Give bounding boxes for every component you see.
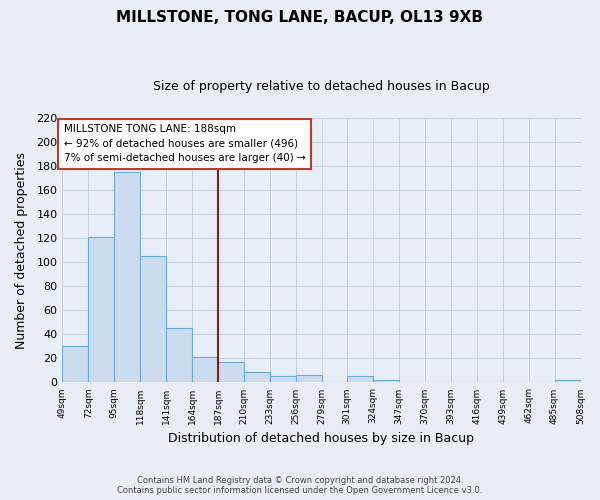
Title: Size of property relative to detached houses in Bacup: Size of property relative to detached ho… bbox=[153, 80, 490, 93]
Bar bbox=[62, 346, 88, 382]
Bar bbox=[554, 380, 581, 382]
Bar bbox=[373, 380, 399, 382]
X-axis label: Distribution of detached houses by size in Bacup: Distribution of detached houses by size … bbox=[169, 432, 475, 445]
Bar bbox=[192, 357, 218, 382]
Bar bbox=[218, 362, 244, 382]
Y-axis label: Number of detached properties: Number of detached properties bbox=[15, 152, 28, 348]
Text: MILLSTONE TONG LANE: 188sqm
← 92% of detached houses are smaller (496)
7% of sem: MILLSTONE TONG LANE: 188sqm ← 92% of det… bbox=[64, 124, 305, 164]
Bar bbox=[166, 328, 192, 382]
Text: Contains HM Land Registry data © Crown copyright and database right 2024.
Contai: Contains HM Land Registry data © Crown c… bbox=[118, 476, 482, 495]
Bar bbox=[270, 376, 296, 382]
Bar bbox=[115, 172, 140, 382]
Bar bbox=[140, 256, 166, 382]
Text: MILLSTONE, TONG LANE, BACUP, OL13 9XB: MILLSTONE, TONG LANE, BACUP, OL13 9XB bbox=[116, 10, 484, 25]
Bar bbox=[296, 375, 322, 382]
Bar bbox=[88, 237, 115, 382]
Bar bbox=[244, 372, 270, 382]
Bar bbox=[347, 376, 373, 382]
